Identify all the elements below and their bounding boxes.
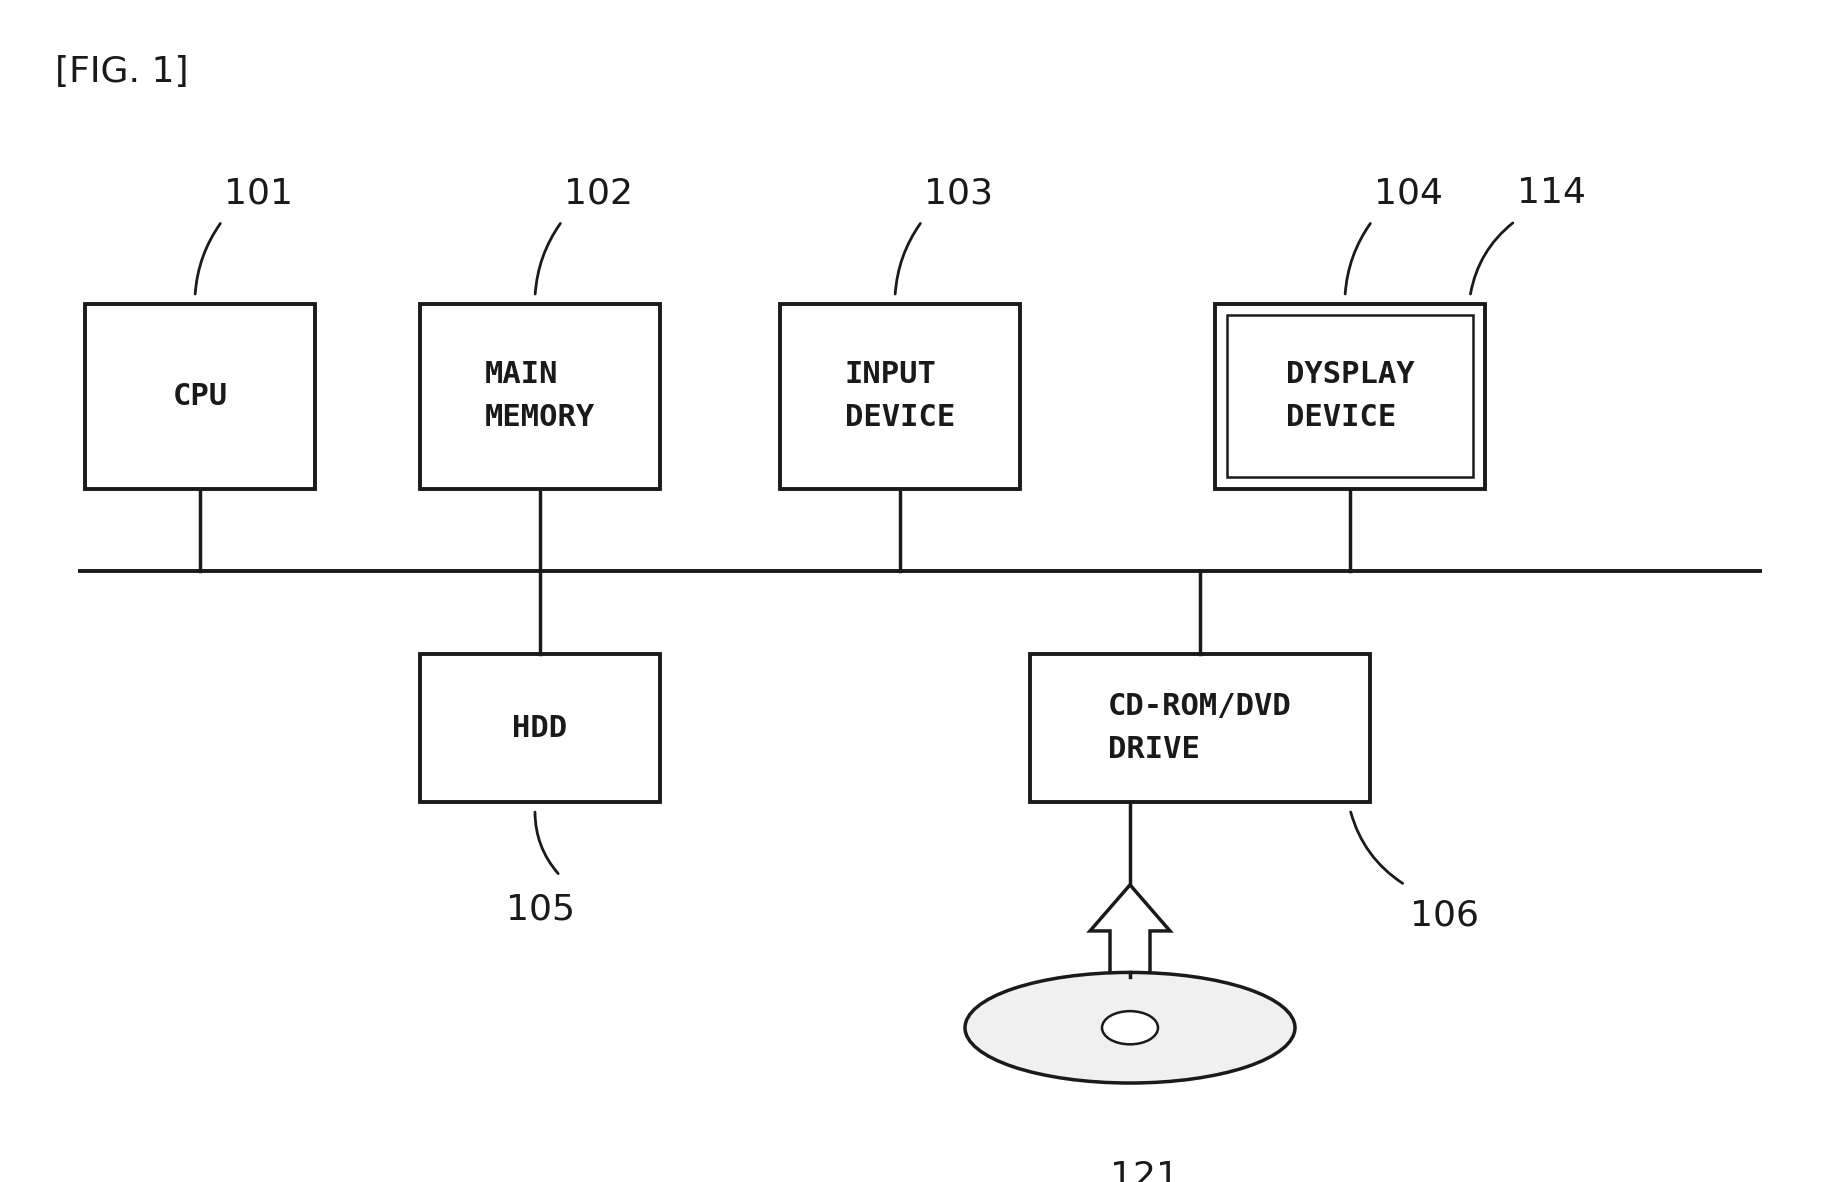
- Bar: [1215, 304, 1485, 488]
- Text: 114: 114: [1518, 176, 1585, 210]
- Bar: [1029, 655, 1370, 801]
- Bar: [86, 304, 315, 488]
- Ellipse shape: [1102, 1011, 1159, 1045]
- Text: HDD: HDD: [512, 714, 568, 742]
- Polygon shape: [1090, 885, 1170, 978]
- Bar: [1226, 316, 1472, 478]
- Text: 101: 101: [224, 176, 293, 210]
- Text: 121: 121: [1110, 1160, 1179, 1182]
- Text: INPUT
DEVICE: INPUT DEVICE: [845, 361, 955, 433]
- Text: 102: 102: [565, 176, 632, 210]
- Text: 104: 104: [1374, 176, 1443, 210]
- Text: 103: 103: [924, 176, 993, 210]
- Text: 106: 106: [1410, 898, 1479, 933]
- Bar: [421, 304, 660, 488]
- Text: CPU: CPU: [173, 382, 228, 411]
- Text: DYSPLAY
DEVICE: DYSPLAY DEVICE: [1286, 361, 1414, 433]
- Bar: [780, 304, 1020, 488]
- Ellipse shape: [966, 973, 1295, 1083]
- Text: 105: 105: [505, 892, 574, 927]
- Text: [FIG. 1]: [FIG. 1]: [55, 56, 189, 90]
- Bar: [421, 655, 660, 801]
- Text: CD-ROM/DVD
DRIVE: CD-ROM/DVD DRIVE: [1108, 693, 1292, 764]
- Text: MAIN
MEMORY: MAIN MEMORY: [485, 361, 596, 433]
